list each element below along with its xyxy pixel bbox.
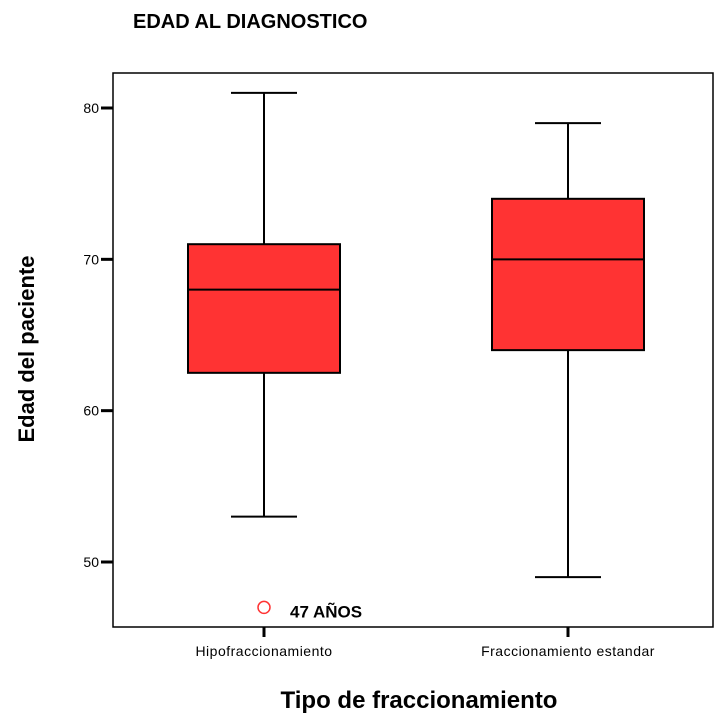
y-tick-label: 70 bbox=[83, 251, 99, 267]
outlier-point bbox=[257, 600, 271, 615]
x-tick-label: Hipofraccionamiento bbox=[195, 643, 332, 659]
x-axis-label: Tipo de fraccionamiento bbox=[281, 687, 558, 714]
y-axis-label: Edad del paciente bbox=[14, 255, 39, 442]
plot-area bbox=[112, 72, 714, 628]
box-iqr bbox=[187, 243, 341, 374]
outlier-annotation: 47 AÑOS bbox=[290, 601, 362, 621]
box-iqr bbox=[491, 197, 645, 352]
chart-title: EDAD AL DIAGNOSTICO bbox=[133, 11, 367, 33]
chart-marks: 50 60 70 80 Hipofraccionamiento Fraccionamien… bbox=[83, 91, 655, 659]
y-tick-label: 50 bbox=[83, 554, 99, 570]
y-tick-label: 60 bbox=[83, 403, 99, 419]
y-tick-label: 80 bbox=[83, 100, 99, 116]
x-tick-label: Fraccionamiento estandar bbox=[481, 643, 655, 659]
